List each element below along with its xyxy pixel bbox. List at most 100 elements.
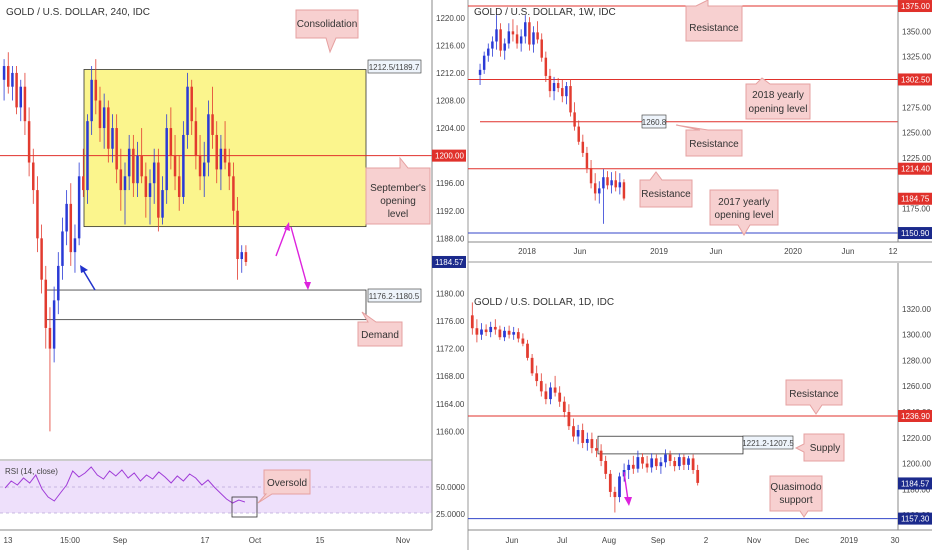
- chart-240[interactable]: GOLD / U.S. DOLLAR, 240, IDC 1212.5/1189…: [0, 0, 466, 550]
- price-label: 1375.00: [901, 2, 930, 11]
- candle-240-candle: [170, 128, 173, 156]
- price-label: 1157.30: [901, 515, 930, 524]
- candle-1w-candle: [549, 76, 551, 91]
- candle-240-candle: [182, 135, 185, 197]
- time-axis-1d[interactable]: Jun Jul Aug Sep 2 Nov Dec 2019 30: [468, 530, 932, 545]
- candle-240-candle: [132, 149, 135, 183]
- candle-240-candle: [3, 66, 6, 80]
- candle-1d-candle: [531, 358, 534, 373]
- callout-september-opening: September's opening level: [366, 158, 430, 224]
- candle-1w-candle: [503, 44, 505, 51]
- price-label: 1302.50: [901, 75, 930, 84]
- levels-1d: [468, 416, 898, 519]
- candle-1w-candle: [479, 70, 481, 75]
- price-axis-1d[interactable]: 1320.001300.001280.001260.001240.001220.…: [898, 263, 932, 530]
- candle-1w-candle: [508, 31, 510, 43]
- candle-240-candle: [111, 128, 114, 149]
- candle-240-candle: [86, 121, 89, 190]
- time-tick-label: 30: [891, 536, 900, 545]
- candle-240-candle: [61, 231, 64, 265]
- time-tick-label: 15: [316, 536, 325, 545]
- candle-1d-candle: [577, 430, 580, 436]
- price-axis-240[interactable]: 1220.00 1216.00 1212.00 1208.00 1204.00 1200.…: [432, 0, 466, 530]
- price-label: 1150.90: [901, 229, 930, 238]
- candle-240-candle: [65, 204, 68, 232]
- price-tick-label: 1176.00: [436, 317, 465, 326]
- candle-1w-candle: [623, 182, 625, 198]
- candle-240-candle: [128, 149, 131, 177]
- candle-1d-candle: [669, 455, 672, 461]
- price-axis-1w[interactable]: 1350.00 1325.00 1275.00 1250.00 1225.00 1175.…: [898, 0, 932, 242]
- rsi-label: RSI (14, close): [5, 467, 58, 476]
- rsi-tick-50: 50.0000: [436, 483, 465, 492]
- candle-240-candle: [190, 87, 193, 121]
- price-tick-label: 1220.00: [436, 14, 465, 23]
- price-tick-label: 1300.00: [902, 331, 931, 340]
- candle-240-candle: [199, 156, 202, 177]
- callout-quasimodo-line1: Quasimodo: [770, 482, 822, 493]
- level-1260-label: 1260.8: [642, 118, 667, 127]
- candle-240-candle: [186, 87, 189, 135]
- candle-240-candle: [236, 211, 239, 259]
- callout-resistance-daily-text: Resistance: [789, 389, 839, 400]
- price-label: 1184.75: [901, 195, 930, 204]
- candle-1d-candle: [586, 439, 589, 443]
- candle-1d-candle: [568, 412, 571, 426]
- candle-240-candle: [74, 238, 77, 252]
- candle-1d-candle: [614, 492, 617, 497]
- candle-1d-candle: [512, 332, 515, 335]
- candle-1d-candle: [696, 470, 699, 483]
- candle-1w-candle: [524, 22, 526, 36]
- candle-240-candle: [195, 121, 198, 155]
- chart-1w[interactable]: GOLD / U.S. DOLLAR, 1W, IDC 1260.8 Resis…: [468, 0, 932, 550]
- magenta-arrow-shaft: [624, 472, 628, 500]
- price-tick-label: 1180.00: [436, 289, 465, 298]
- candle-1w-candle: [561, 88, 563, 96]
- time-tick-label: 2: [704, 536, 709, 545]
- candle-1w-candle: [540, 39, 542, 57]
- candle-240-candle: [11, 73, 14, 87]
- candle-1d-candle: [489, 327, 492, 332]
- candle-240-candle: [32, 163, 35, 191]
- time-tick-label: Sep: [651, 536, 666, 545]
- price-tick-label: 1225.00: [902, 154, 931, 163]
- price-ticks-1d: 1320.001300.001280.001260.001240.001220.…: [898, 305, 932, 525]
- price-tick-label: 1200.00: [902, 460, 931, 469]
- callout-quasimodo: Quasimodo support: [770, 476, 822, 517]
- chart-1d[interactable]: GOLD / U.S. DOLLAR, 1D, IDC 1221.2-1207.…: [468, 263, 932, 545]
- callout-2017-line1: 2017 yearly: [718, 197, 770, 208]
- callout-oversold-text: Oversold: [267, 478, 307, 489]
- time-tick-label: Sep: [113, 536, 128, 545]
- price-tick-label: 1280.00: [902, 356, 931, 365]
- candle-1w-candle: [536, 32, 538, 39]
- callout-resistance-low-text: Resistance: [641, 189, 691, 200]
- callout-resistance-mid: Resistance: [676, 125, 742, 156]
- candle-240-candle: [40, 238, 43, 279]
- candle-1w-candle: [582, 142, 584, 153]
- callout-supply: Supply: [796, 434, 844, 461]
- candle-240-candle: [95, 80, 98, 101]
- time-tick-label: Jun: [842, 247, 855, 256]
- candle-1d-candle: [581, 430, 584, 443]
- price-tick-label: 1175.00: [902, 205, 931, 214]
- time-tick-label: Nov: [747, 536, 761, 545]
- candle-240-candle: [140, 156, 143, 177]
- candle-240-candle: [124, 176, 127, 190]
- candle-1d-candle: [683, 457, 686, 465]
- callout-september-line1: September's: [370, 183, 426, 194]
- candle-240-candle: [240, 252, 243, 259]
- time-axis-1w[interactable]: 2018 Jun 2019 Jun 2020 Jun 12: [468, 242, 932, 256]
- current-price-label: 1200.00: [435, 152, 464, 161]
- candle-240-candle: [157, 163, 160, 218]
- chart-title-1w: GOLD / U.S. DOLLAR, 1W, IDC: [474, 7, 616, 18]
- consolidation-label: 1212.5/1189.7: [369, 63, 420, 72]
- time-tick-label: 2020: [784, 247, 802, 256]
- candle-1d-candle: [485, 330, 488, 333]
- candle-1d-candle: [687, 458, 690, 464]
- candle-1d-candle: [618, 476, 621, 497]
- candle-240-candle: [228, 163, 231, 177]
- candle-1d-candle: [673, 461, 676, 466]
- candle-240-candle: [7, 66, 10, 87]
- candle-1d-candle: [646, 464, 649, 468]
